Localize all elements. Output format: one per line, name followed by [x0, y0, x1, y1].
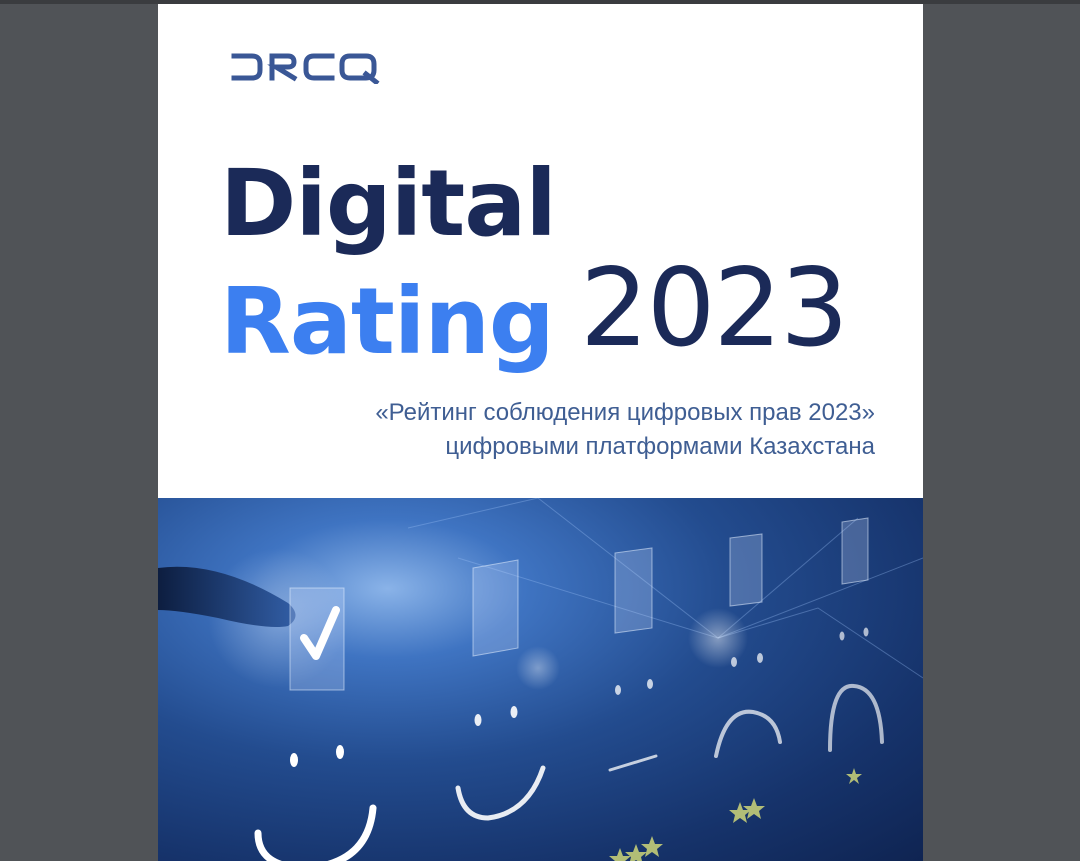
card-check	[289, 587, 345, 691]
card-3	[614, 547, 653, 634]
star-icon	[743, 798, 765, 819]
hero-image	[158, 498, 923, 861]
checkmark-icon	[300, 606, 340, 660]
document-page: Digital Rating 2023 «Рейтинг соблюдения …	[158, 4, 923, 861]
viewer-top-bar	[0, 0, 1080, 4]
star-icon	[641, 836, 663, 857]
card-2	[472, 559, 519, 657]
title-digital: Digital	[220, 150, 557, 257]
smiley-face-icon	[455, 706, 546, 821]
hand-shape	[158, 566, 296, 627]
star-icon	[625, 844, 647, 861]
title-year: 2023	[580, 246, 849, 371]
frown-face-icon	[828, 627, 884, 752]
star-icon	[846, 768, 862, 784]
card-5	[841, 517, 869, 585]
frown-face-icon	[714, 653, 782, 758]
smiley-face-icon	[254, 745, 377, 861]
subtitle-line-2: цифровыми платформами Казахстана	[445, 433, 875, 460]
title-rating: Rating	[220, 268, 555, 375]
neutral-face-icon	[608, 679, 658, 772]
subtitle-line-1: «Рейтинг соблюдения цифровых прав 2023»	[375, 399, 875, 426]
drcq-logo	[231, 53, 380, 84]
subtitle: «Рейтинг соблюдения цифровых прав 2023» …	[375, 396, 875, 464]
card-4	[729, 533, 763, 607]
star-icon	[609, 848, 631, 861]
hero-illustration	[158, 498, 923, 861]
star-icon	[729, 802, 751, 823]
